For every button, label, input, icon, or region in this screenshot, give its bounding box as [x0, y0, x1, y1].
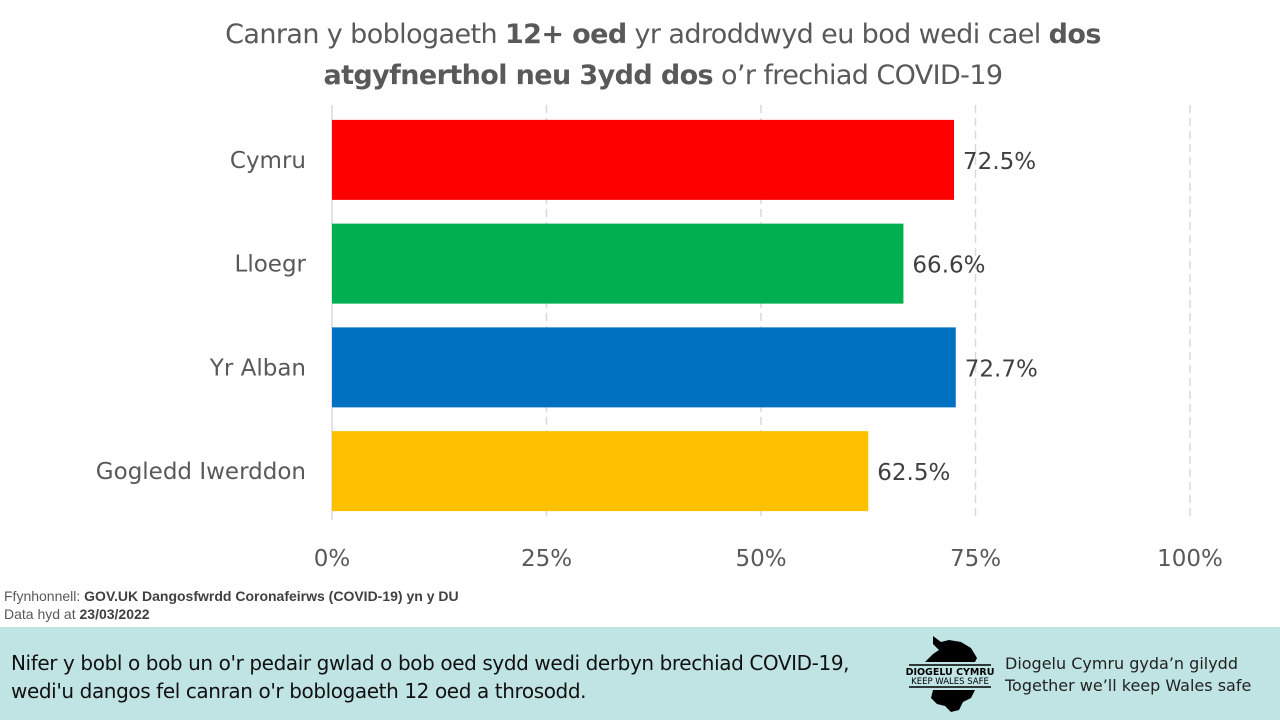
x-tick-label: 100%	[1157, 546, 1223, 572]
footer-description: Nifer y bobl o bob un o'r pedair gwlad o…	[11, 649, 850, 705]
date-value: 23/03/2022	[79, 606, 150, 622]
title-part: 12+ oed	[504, 19, 627, 50]
bar	[332, 223, 904, 304]
chart-title: Canran y boblogaeth 12+ oed yr adroddwyd…	[0, 14, 1280, 96]
data-label: 72.7%	[965, 356, 1038, 382]
data-label: 66.6%	[912, 253, 985, 279]
data-label: 72.5%	[963, 149, 1036, 175]
title-part: atgyfnerthol neu 3ydd dos	[323, 60, 714, 91]
footer-banner: Nifer y bobl o bob un o'r pedair gwlad o…	[0, 627, 1280, 720]
logo-text: KEEP WALES SAFE	[911, 677, 989, 687]
date-label: Data hyd at	[4, 606, 76, 622]
x-tick-label: 50%	[735, 546, 786, 572]
x-tick-label: 0%	[314, 546, 351, 572]
tagline: Diogelu Cymru gyda’n gilydd Together we’…	[1005, 653, 1251, 697]
logo-text: DIOGELU CYMRU	[906, 667, 995, 678]
data-label: 62.5%	[877, 460, 950, 486]
footer-line: wedi'u dangos fel canran o'r boblogaeth …	[11, 679, 587, 703]
title-part: dos	[1048, 19, 1102, 50]
category-label: Gogledd Iwerddon	[96, 459, 306, 485]
bar-chart: 0% 25% 50% 75% 100% Cymru 72.5% Lloegr 66.6% Yr A…	[96, 105, 1223, 572]
category-label: Lloegr	[235, 252, 307, 278]
title-part: yr adroddwyd eu bod wedi cael	[626, 19, 1049, 50]
category-label: Yr Alban	[209, 355, 306, 381]
tagline-english: Together we’ll keep Wales safe	[1005, 676, 1252, 695]
source-label: Ffynhonnell:	[4, 588, 81, 604]
bar	[332, 119, 955, 200]
title-part: o’r frechiad COVID-19	[713, 60, 1003, 91]
bar	[332, 431, 869, 512]
source-note: Ffynhonnell: GOV.UK Dangosfwrdd Coronafe…	[4, 587, 459, 623]
x-tick-label: 25%	[521, 546, 572, 572]
footer-line: Nifer y bobl o bob un o'r pedair gwlad o…	[11, 651, 850, 675]
title-part: Canran y boblogaeth	[225, 19, 505, 50]
bar	[332, 327, 956, 408]
tagline-welsh: Diogelu Cymru gyda’n gilydd	[1005, 654, 1238, 673]
keep-wales-safe-logo: DIOGELU CYMRU KEEP WALES SAFE	[906, 636, 995, 712]
source-value: GOV.UK Dangosfwrdd Coronafeirws (COVID-1…	[84, 588, 459, 604]
x-tick-label: 75%	[950, 546, 1001, 572]
category-label: Cymru	[230, 148, 306, 174]
